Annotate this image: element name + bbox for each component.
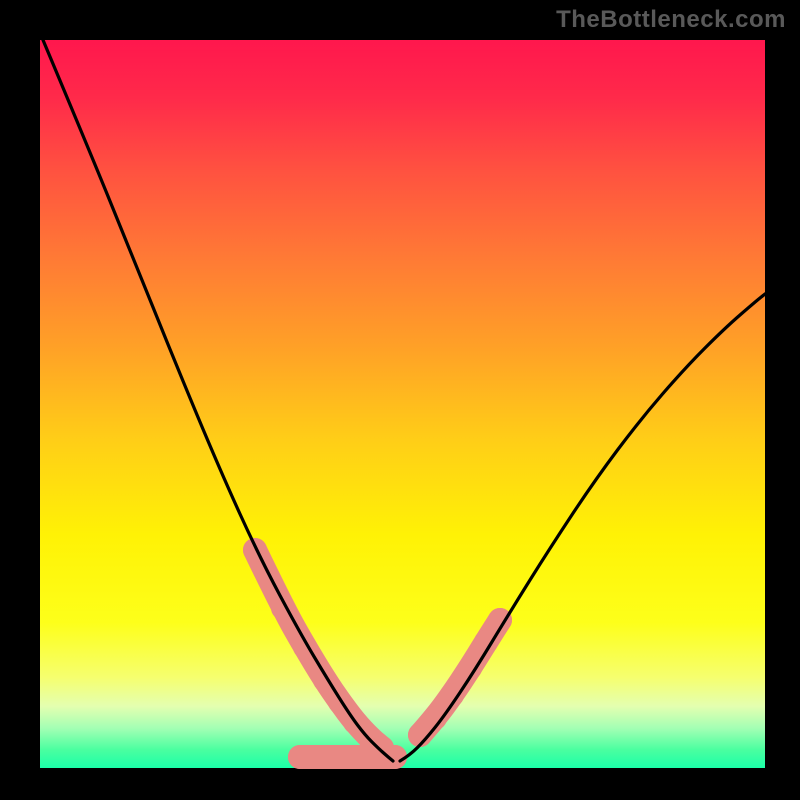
chart-canvas: TheBottleneck.com xyxy=(0,0,800,800)
chart-svg xyxy=(0,0,800,800)
watermark-text: TheBottleneck.com xyxy=(556,6,786,34)
plot-gradient-area xyxy=(40,40,765,768)
